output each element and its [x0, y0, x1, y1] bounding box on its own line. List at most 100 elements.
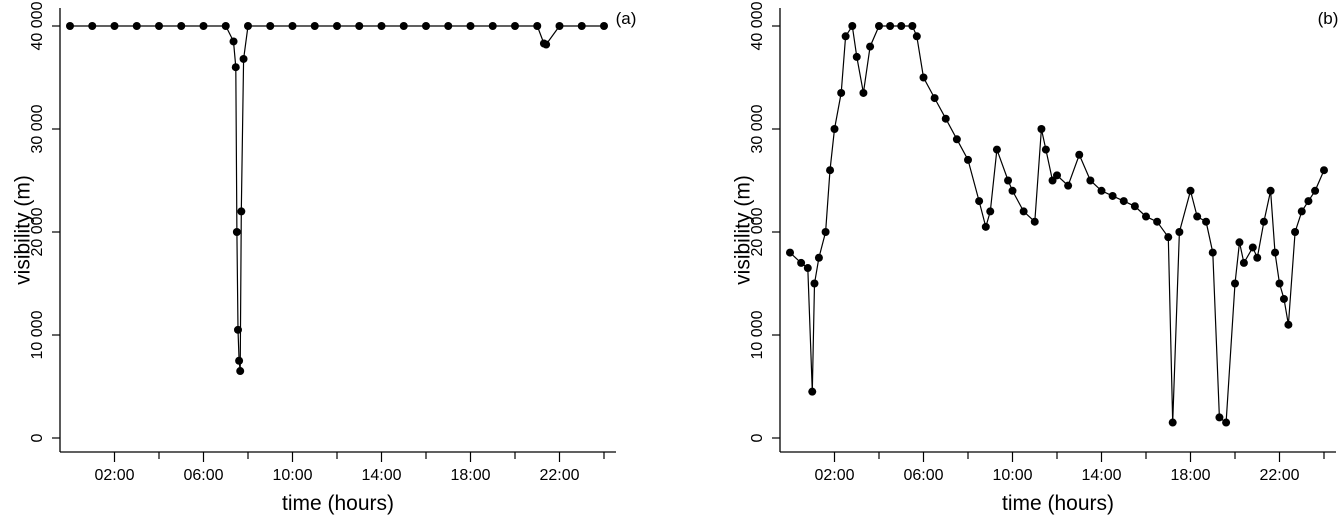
data-point: [239, 54, 248, 63]
data-point: [1284, 320, 1293, 329]
data-point: [1064, 181, 1073, 190]
data-point: [288, 22, 297, 30]
data-point: [1259, 217, 1268, 226]
data-point: [488, 22, 497, 30]
data-point: [110, 22, 119, 30]
series-line: [789, 24, 1325, 424]
data-point: [237, 207, 246, 216]
y-tick-label: 30 000: [29, 104, 46, 153]
data-point: [1231, 279, 1239, 288]
data-point: [1253, 253, 1262, 262]
data-point: [1153, 217, 1162, 226]
data-point: [231, 63, 240, 72]
data-point: [1239, 258, 1248, 267]
data-point: [897, 22, 906, 30]
y-tick-label: 40 000: [749, 1, 766, 50]
data-point: [132, 22, 141, 30]
data-point: [1075, 150, 1084, 159]
data-point: [826, 166, 835, 175]
data-point: [1215, 413, 1224, 422]
data-point: [88, 22, 97, 30]
y-axis-title: visibility (m): [12, 175, 35, 285]
data-point: [859, 88, 868, 97]
data-point: [814, 253, 823, 262]
y-tick-label: 10 000: [749, 310, 766, 359]
data-point: [533, 22, 542, 30]
data-point: [235, 356, 244, 365]
data-point: [1108, 191, 1117, 200]
data-point: [1297, 207, 1306, 216]
data-point: [600, 22, 608, 30]
data-point: [542, 40, 551, 49]
data-point: [155, 22, 163, 30]
data-point: [1275, 279, 1284, 288]
data-point: [964, 155, 972, 164]
data-point: [866, 42, 875, 51]
data-point: [1008, 186, 1017, 195]
data-point: [199, 22, 208, 30]
data-point: [1208, 248, 1217, 257]
panel-label: (b): [1318, 9, 1339, 28]
data-point: [511, 22, 519, 30]
x-tick-label: 14:00: [1081, 467, 1121, 484]
data-point: [444, 22, 453, 30]
data-point: [266, 22, 275, 30]
data-point: [244, 22, 252, 30]
data-point: [797, 258, 806, 267]
panel-label: (a): [616, 9, 637, 28]
data-point: [1030, 217, 1039, 226]
data-point: [1086, 176, 1095, 185]
data-point: [808, 387, 817, 396]
y-tick-label: 20 000: [749, 207, 766, 256]
x-tick-label: 22:00: [539, 467, 579, 484]
panel-a: 02:00 06:00 10:00 14:00 18:00 22:00 0 10 000 20 …: [12, 1, 637, 515]
data-point: [875, 22, 883, 30]
data-point: [821, 228, 830, 236]
data-point: [852, 52, 861, 61]
data-point: [1235, 238, 1244, 247]
x-axis-title: time (hours): [282, 492, 394, 515]
data-point: [233, 325, 242, 334]
x-axis-title: time (hours): [1002, 492, 1114, 515]
series-line: [70, 25, 604, 372]
data-point: [377, 22, 386, 30]
data-point: [1304, 197, 1313, 206]
data-point: [1222, 418, 1231, 427]
data-point: [1202, 217, 1211, 226]
data-point: [830, 125, 839, 133]
data-point: [919, 73, 928, 82]
data-point: [1193, 212, 1202, 221]
x-tick-label: 18:00: [1170, 467, 1210, 484]
x-tick-label: 10:00: [992, 467, 1032, 484]
data-point: [1037, 125, 1046, 133]
data-point: [992, 145, 1001, 154]
data-point: [310, 22, 319, 30]
data-point: [236, 367, 245, 376]
data-point: [1248, 243, 1257, 252]
data-point: [229, 37, 238, 46]
x-tick-label: 06:00: [183, 467, 223, 484]
data-point: [981, 222, 990, 231]
x-tick-label: 06:00: [903, 467, 943, 484]
data-point: [232, 228, 241, 236]
data-point: [848, 22, 857, 30]
panel-b: 02:00 06:00 10:00 14:00 18:00 22:00 0 10 000 20 …: [732, 1, 1339, 515]
data-point: [1266, 186, 1275, 195]
data-point: [333, 22, 341, 30]
data-point: [803, 264, 812, 273]
data-point: [986, 207, 995, 216]
data-point: [1279, 294, 1288, 303]
data-point: [422, 22, 430, 30]
x-tick-label: 10:00: [272, 467, 312, 484]
data-point: [355, 22, 364, 30]
data-point: [555, 22, 564, 30]
data-point: [1019, 207, 1028, 216]
data-point: [886, 22, 895, 30]
y-tick-label: 10 000: [29, 310, 46, 359]
data-point: [786, 248, 794, 257]
data-point: [577, 22, 586, 30]
x-tick-label: 02:00: [94, 467, 134, 484]
data-point: [1130, 202, 1139, 211]
data-point: [1271, 248, 1280, 257]
x-tick-label: 14:00: [361, 467, 401, 484]
